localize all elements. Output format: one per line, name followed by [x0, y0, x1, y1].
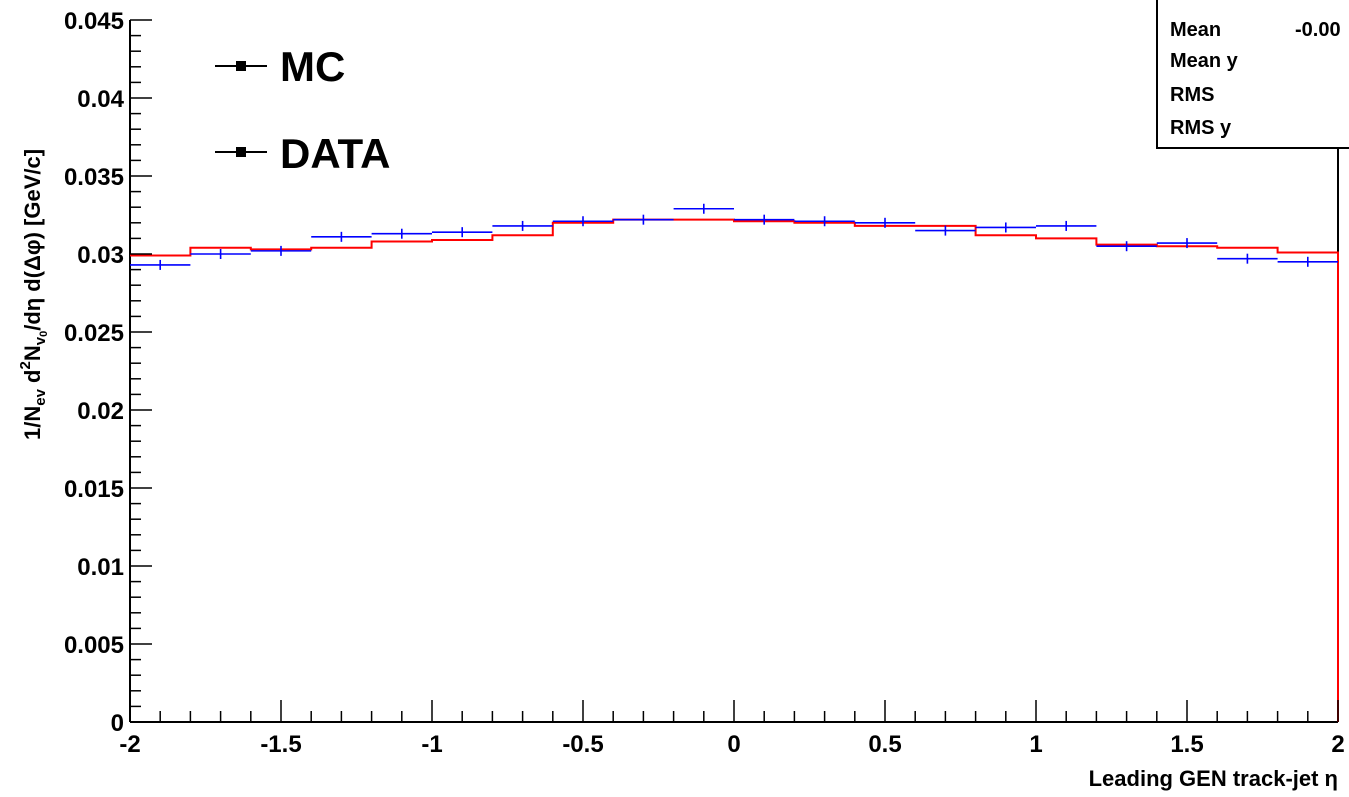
- data-point: [975, 222, 1036, 233]
- y-tick-label: 0.015: [64, 476, 124, 503]
- legend-label-mc: MC: [280, 43, 345, 90]
- series-data: [130, 203, 1338, 270]
- data-point: [311, 231, 372, 242]
- y-tick-label: 0.045: [64, 8, 124, 35]
- y-tick-label: 0.035: [64, 164, 124, 191]
- data-point: [432, 227, 493, 238]
- legend-label-data: DATA: [280, 130, 390, 177]
- data-point: [1036, 220, 1097, 231]
- y-tick-label: 0.025: [64, 320, 124, 347]
- data-point: [371, 228, 432, 239]
- x-tick-label: 1: [1029, 731, 1042, 758]
- y-tick-label: 0.01: [77, 554, 124, 581]
- stats-label-rms-y: RMS y: [1170, 117, 1232, 139]
- data-point: [915, 225, 976, 236]
- data-point: [1156, 238, 1218, 249]
- x-tick-label: -1.5: [260, 731, 301, 758]
- x-axis-title: Leading GEN track-jet η: [1089, 766, 1338, 791]
- data-point: [794, 216, 855, 227]
- stats-label-mean: Mean: [1170, 19, 1221, 41]
- x-tick-label: -2: [119, 731, 140, 758]
- data-point: [854, 217, 916, 228]
- x-tick-label: 1.5: [1170, 731, 1203, 758]
- data-point: [250, 245, 312, 256]
- data-point: [190, 249, 251, 259]
- data-point: [1217, 253, 1278, 264]
- data-point: [673, 203, 734, 214]
- data-point: [1096, 241, 1157, 252]
- data-point: [492, 220, 553, 231]
- stats-label-rms: RMS: [1170, 84, 1214, 106]
- data-point: [130, 259, 191, 270]
- x-axis-ticks: -2 -1.5 -1 -0.5 0 0.5 1 1.5 2: [119, 700, 1345, 758]
- x-tick-label: 0: [727, 731, 740, 758]
- mc-histogram-line: [130, 218, 1339, 722]
- data-point: [734, 214, 795, 225]
- stats-box: Mean -0.00 Mean y RMS RMS y: [1156, 0, 1349, 149]
- legend-item-data: DATA: [215, 130, 390, 177]
- stats-label-mean-y: Mean y: [1170, 50, 1239, 72]
- y-tick-label: 0.03: [77, 242, 124, 269]
- y-tick-label: 0: [111, 710, 124, 737]
- data-point: [1277, 256, 1338, 267]
- y-axis-ticks: 0 0.005 0.01 0.015 0.02 0.025 0.03 0.035 0.04 0.0…: [64, 8, 152, 737]
- y-tick-label: 0.04: [77, 86, 124, 113]
- y-tick-label: 0.02: [77, 398, 124, 425]
- x-tick-label: 2: [1331, 731, 1344, 758]
- legend: MC DATA: [215, 43, 390, 177]
- x-tick-label: 0.5: [868, 731, 901, 758]
- data-point: [613, 214, 674, 225]
- y-axis-title: 1/Nev d2Nv0/dη d(Δφ) [GeV/c]: [17, 149, 50, 440]
- x-tick-label: -1: [421, 731, 442, 758]
- legend-item-mc: MC: [215, 43, 345, 90]
- x-tick-label: -0.5: [562, 731, 603, 758]
- data-point: [552, 216, 614, 227]
- y-tick-label: 0.005: [64, 632, 124, 659]
- series-mc: [130, 218, 1339, 722]
- stats-value-mean: -0.00: [1295, 19, 1341, 41]
